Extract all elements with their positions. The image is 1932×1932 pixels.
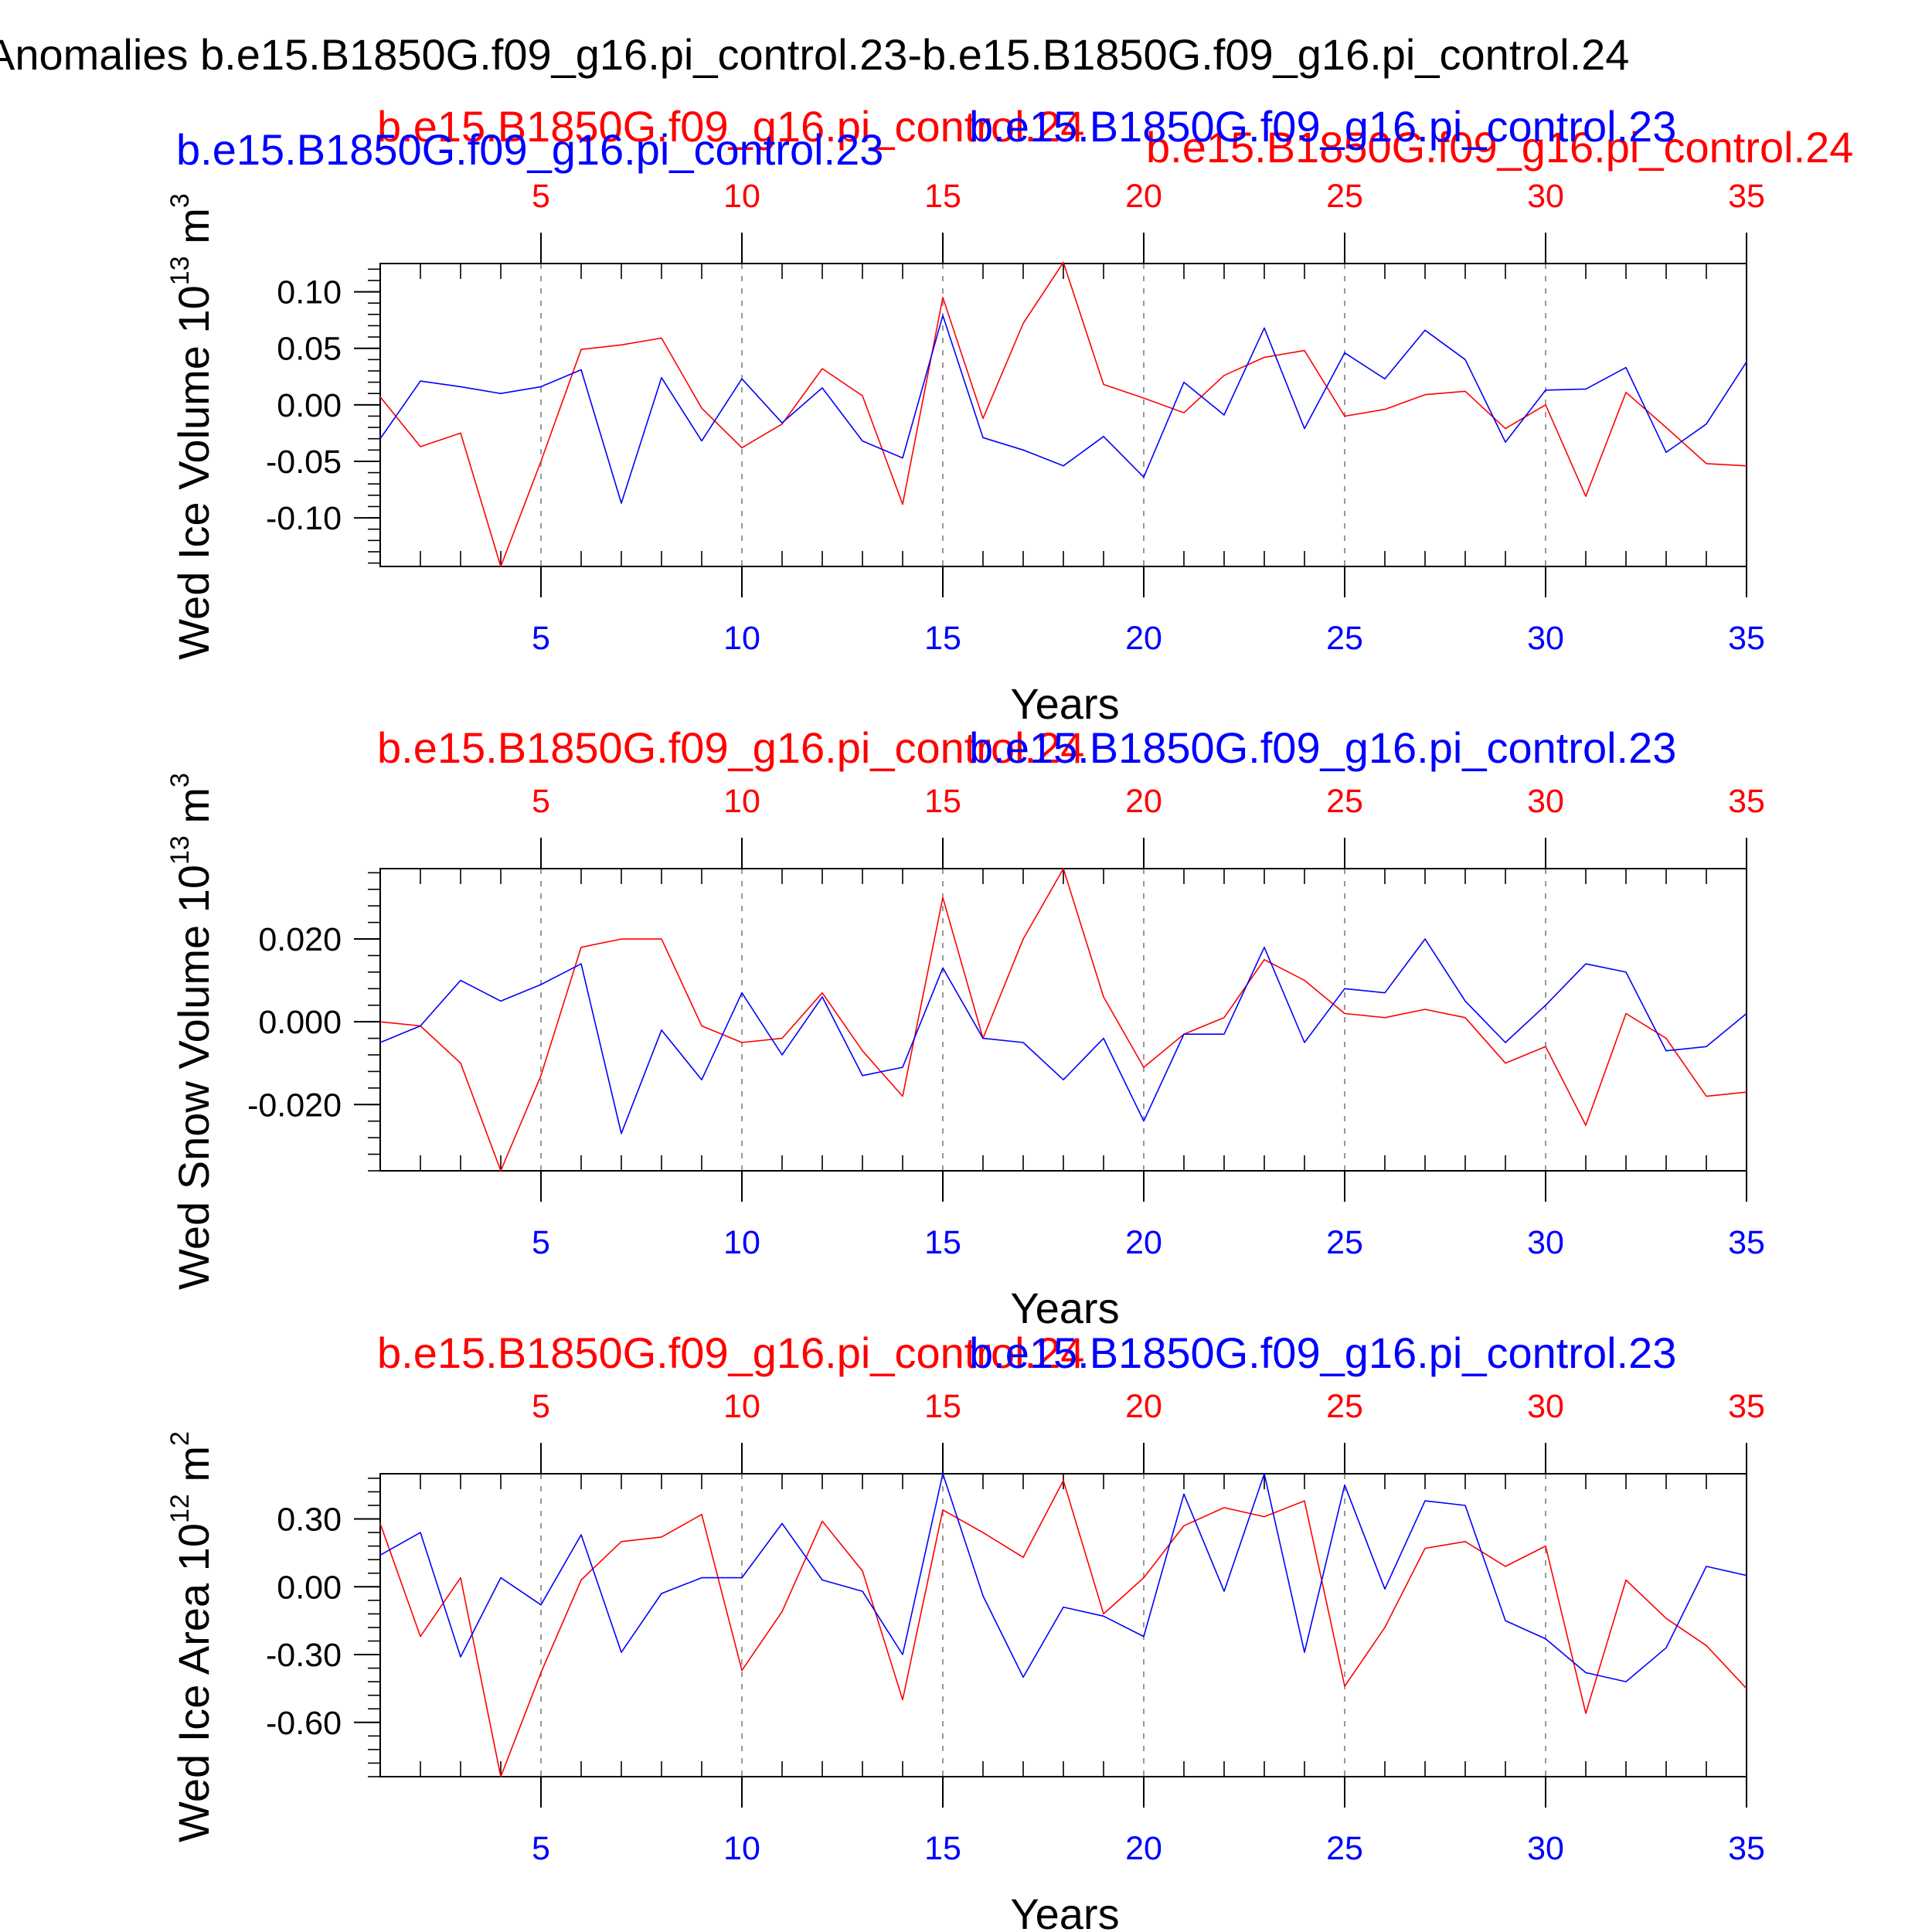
y-tick-label: -0.60	[266, 1705, 342, 1742]
plot-frame	[379, 1473, 1747, 1777]
y-tick-label: 0.30	[277, 1502, 342, 1539]
y-tick-label: 0.00	[277, 1569, 342, 1606]
series-name-red: b.e15.B1850G.f09_g16.pi_control.24	[377, 102, 1084, 151]
series-line-blue	[379, 1473, 1747, 1682]
y-axis-label: Wed Ice Area 1012 m2	[165, 1431, 218, 1842]
x-tick-label-bottom: 25	[1326, 1224, 1363, 1261]
y-tick-label: 0.000	[258, 1004, 342, 1041]
y-axis-label: Wed Ice Volume 1013 m3	[165, 193, 218, 660]
x-tick-label-top: 35	[1728, 1388, 1765, 1425]
y-tick-label: -0.10	[266, 500, 342, 537]
x-tick-label-top: 10	[723, 178, 760, 215]
x-tick-label-bottom: 10	[723, 620, 760, 657]
y-axis-label: Wed Snow Volume 1013 m3	[165, 773, 218, 1290]
series-name-blue: b.e15.B1850G.f09_g16.pi_control.23	[969, 1328, 1676, 1377]
x-tick-label-top: 15	[924, 1388, 961, 1425]
y-tick-label: 0.020	[258, 921, 342, 958]
x-axis-label: Years	[1010, 679, 1119, 728]
x-tick-label-top: 30	[1527, 783, 1564, 820]
x-tick-label-bottom: 20	[1125, 1830, 1162, 1867]
x-tick-label-top: 15	[924, 783, 961, 820]
x-tick-label-top: 25	[1326, 783, 1363, 820]
chart-panels: 0.10 0.05 0.00 -0.05 -0.10 5 5 10 10 15 15 20 20 25 25…	[165, 102, 1853, 1932]
x-tick-label-top: 10	[723, 783, 760, 820]
x-tick-label-top: 15	[924, 178, 961, 215]
x-tick-label-top: 20	[1125, 783, 1162, 820]
series-name-blue: b.e15.B1850G.f09_g16.pi_control.23	[176, 125, 883, 174]
x-tick-label-top: 5	[532, 178, 550, 215]
x-tick-label-bottom: 5	[532, 1830, 550, 1867]
x-tick-label-bottom: 35	[1728, 1224, 1765, 1261]
y-tick-label: -0.020	[247, 1087, 342, 1124]
x-tick-label-bottom: 20	[1125, 1224, 1162, 1261]
x-tick-label-top: 5	[532, 1388, 550, 1425]
series-line-red	[379, 261, 1747, 567]
x-tick-label-top: 20	[1125, 1388, 1162, 1425]
x-tick-label-bottom: 30	[1527, 1224, 1564, 1261]
x-tick-label-bottom: 15	[924, 1224, 961, 1261]
y-tick-label: 0.10	[277, 274, 342, 311]
series-name-blue: b.e15.B1850G.f09_g16.pi_control.23	[969, 723, 1676, 772]
x-tick-label-top: 5	[532, 783, 550, 820]
y-tick-label: -0.30	[266, 1637, 342, 1674]
series-name-blue: b.e15.B1850G.f09_g16.pi_control.23	[969, 102, 1676, 151]
x-tick-label-top: 35	[1728, 783, 1765, 820]
x-tick-label-bottom: 15	[924, 1830, 961, 1867]
panel-3: 0.30 0.00 -0.30 -0.60 5 5 10 10 15 15 20 20 25 25 30 30…	[165, 1328, 1765, 1932]
x-tick-label-top: 20	[1125, 178, 1162, 215]
x-tick-label-top: 30	[1527, 1388, 1564, 1425]
x-tick-label-top: 35	[1728, 178, 1765, 215]
series-name-red: b.e15.B1850G.f09_g16.pi_control.24	[377, 723, 1084, 772]
x-tick-label-top: 30	[1527, 178, 1564, 215]
x-tick-label-top: 10	[723, 1388, 760, 1425]
x-tick-label-top: 25	[1326, 1388, 1363, 1425]
x-tick-label-bottom: 35	[1728, 1830, 1765, 1867]
panel-1: 0.10 0.05 0.00 -0.05 -0.10 5 5 10 10 15 15 20 20 25 25…	[165, 102, 1853, 728]
x-tick-label-bottom: 30	[1527, 620, 1564, 657]
x-tick-label-bottom: 35	[1728, 620, 1765, 657]
series-name-red: b.e15.B1850G.f09_g16.pi_control.24	[1146, 123, 1853, 172]
x-tick-label-bottom: 5	[532, 1224, 550, 1261]
y-tick-label: 0.00	[277, 387, 342, 424]
series-line-blue	[379, 315, 1747, 504]
y-tick-label: -0.05	[266, 444, 342, 481]
series-line-blue	[379, 938, 1747, 1134]
series-name-red: b.e15.B1850G.f09_g16.pi_control.24	[377, 1328, 1084, 1377]
plot-frame	[379, 868, 1747, 1172]
x-axis-label: Years	[1010, 1889, 1119, 1932]
series-line-red	[379, 1480, 1747, 1777]
x-tick-label-bottom: 20	[1125, 620, 1162, 657]
chart-title: Anomalies b.e15.B1850G.f09_g16.pi_contro…	[0, 30, 1629, 79]
x-axis-label: Years	[1010, 1284, 1119, 1332]
x-tick-label-bottom: 5	[532, 620, 550, 657]
x-tick-label-top: 25	[1326, 178, 1363, 215]
panel-2: 0.020 0.000 -0.020 5 5 10 10 15 15 20 20 25 25 30 30 35…	[165, 723, 1765, 1332]
x-tick-label-bottom: 30	[1527, 1830, 1564, 1867]
x-tick-label-bottom: 10	[723, 1830, 760, 1867]
y-tick-label: 0.05	[277, 331, 342, 368]
x-tick-label-bottom: 15	[924, 620, 961, 657]
plot-frame	[379, 263, 1747, 567]
x-tick-label-bottom: 10	[723, 1224, 760, 1261]
x-tick-label-bottom: 25	[1326, 1830, 1363, 1867]
x-tick-label-bottom: 25	[1326, 620, 1363, 657]
series-line-red	[379, 868, 1747, 1172]
